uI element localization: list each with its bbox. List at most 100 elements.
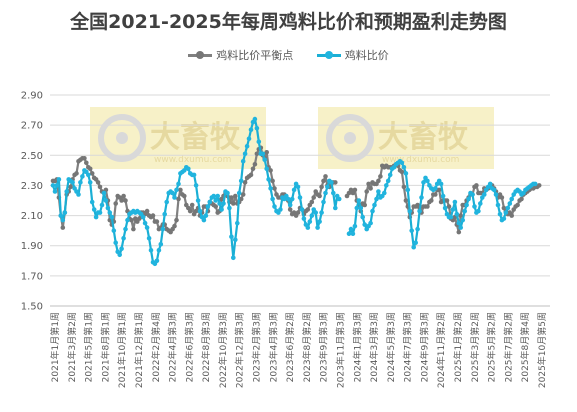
data-point — [240, 159, 246, 164]
x-axis: 2021年1月第1周 2021年3月第2周 2021年5月第1周 2021年8月第1周… — [49, 305, 550, 388]
data-point — [105, 205, 111, 211]
data-point — [193, 183, 199, 188]
data-point — [399, 160, 405, 166]
data-point — [268, 186, 273, 191]
data-point — [446, 204, 452, 209]
x-tick-label: 2021年8月第1周 — [99, 312, 111, 382]
chart-title: 全国2021-2025年每周鸡料比价和预期盈利走势图 — [70, 11, 507, 33]
data-point — [248, 127, 254, 132]
legend-item-ratio[interactable]: 鸡料比价 — [316, 47, 389, 63]
data-point — [76, 192, 81, 197]
data-point — [203, 213, 209, 218]
data-point — [478, 201, 483, 206]
data-point — [358, 205, 364, 211]
data-point — [419, 195, 424, 200]
data-point — [329, 180, 334, 185]
data-point — [370, 208, 375, 214]
data-point — [174, 217, 179, 223]
data-point — [352, 223, 358, 229]
x-tick-label: 2021年3月第2周 — [66, 312, 78, 382]
data-point — [476, 208, 481, 214]
x-tick-label: 2025年3月第2周 — [469, 312, 481, 382]
data-point — [515, 202, 520, 208]
data-point — [240, 192, 246, 197]
data-point — [350, 231, 356, 236]
data-point — [319, 210, 324, 215]
data-point — [429, 198, 434, 203]
data-point — [458, 213, 464, 218]
data-point — [162, 211, 167, 217]
data-point — [403, 171, 409, 176]
data-point — [299, 207, 305, 212]
data-point — [313, 210, 319, 215]
series-2 — [50, 116, 538, 267]
legend-item-breakeven[interactable]: 鸡料比价平衡点 — [188, 47, 293, 63]
x-tick-label: 2025年1月第2周 — [452, 312, 464, 382]
data-point — [425, 204, 430, 209]
data-point — [364, 189, 370, 194]
data-point — [409, 228, 415, 233]
watermark-logo-dot-icon — [344, 132, 356, 144]
data-point — [362, 202, 368, 208]
data-point — [270, 178, 275, 184]
data-point — [238, 178, 244, 184]
watermark-url: www.dxumu.com — [382, 155, 459, 165]
data-point — [472, 204, 477, 209]
data-point — [207, 199, 213, 205]
data-point — [187, 208, 193, 214]
data-point — [89, 171, 95, 176]
data-point — [372, 202, 377, 208]
data-point — [125, 217, 130, 223]
data-point — [89, 199, 95, 205]
data-point — [401, 165, 407, 170]
data-point — [113, 201, 118, 206]
data-point — [84, 160, 89, 166]
data-point — [333, 205, 338, 211]
data-point — [150, 213, 156, 218]
watermark-brand: 大畜牧 — [378, 120, 469, 155]
watermark-logo-dot-icon — [116, 132, 128, 144]
data-point — [246, 136, 252, 141]
data-point — [74, 171, 79, 176]
data-point — [64, 189, 69, 194]
data-point — [287, 207, 293, 212]
data-point — [360, 214, 366, 220]
x-tick-label: 2024年3月第3周 — [368, 312, 380, 382]
data-point — [54, 183, 60, 188]
data-point — [254, 125, 260, 131]
data-point — [178, 187, 183, 193]
data-point — [301, 216, 307, 221]
data-point — [438, 181, 444, 187]
x-tick-label: 2021年5月第1周 — [83, 312, 95, 382]
data-point — [229, 234, 234, 239]
data-point — [454, 211, 460, 217]
data-point — [323, 190, 328, 196]
data-point — [221, 201, 226, 206]
legend-marker-breakeven — [196, 51, 205, 59]
data-point — [91, 207, 97, 212]
data-point — [254, 151, 260, 157]
data-point — [146, 235, 152, 241]
data-point — [99, 202, 105, 208]
data-point — [356, 198, 362, 203]
x-tick-label: 2024年5月第3周 — [385, 312, 397, 382]
data-point — [519, 196, 524, 202]
data-point — [52, 189, 58, 194]
data-point — [231, 255, 236, 261]
data-point — [482, 192, 487, 197]
data-point — [87, 180, 93, 185]
data-point — [121, 193, 126, 199]
data-point — [450, 207, 456, 212]
data-point — [123, 226, 128, 232]
data-point — [176, 196, 181, 202]
data-point — [266, 177, 271, 182]
legend-label-breakeven: 鸡料比价平衡点 — [216, 49, 294, 62]
data-point — [272, 204, 277, 209]
data-point — [164, 199, 169, 205]
data-point — [499, 195, 505, 200]
data-point — [319, 184, 324, 190]
data-point — [323, 174, 328, 179]
data-point — [305, 225, 311, 230]
